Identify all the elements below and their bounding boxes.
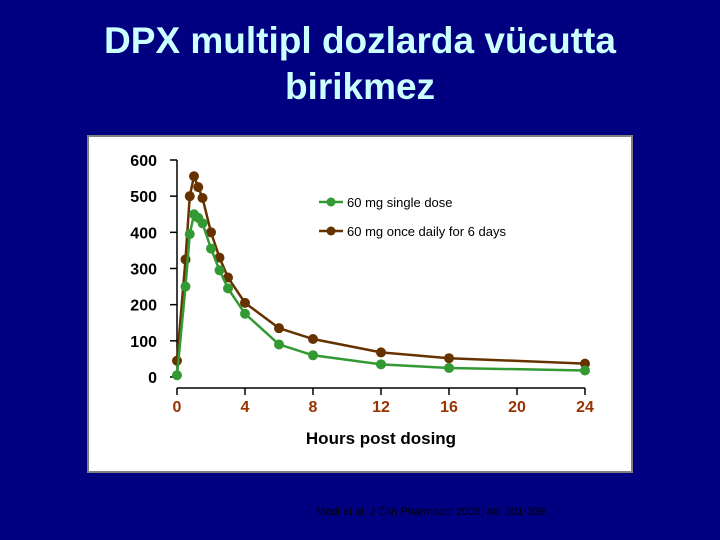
data-point — [580, 358, 590, 369]
data-point — [189, 171, 199, 182]
data-point — [184, 191, 195, 202]
legend-swatch-marker — [326, 226, 336, 236]
x-tick-label: 12 — [372, 399, 390, 416]
legend-swatch-marker — [326, 197, 336, 207]
y-tick-label: 100 — [130, 334, 157, 351]
data-point — [214, 252, 225, 263]
y-tick-label: 400 — [130, 225, 157, 242]
chart-panel — [87, 135, 633, 473]
series-once-daily — [172, 171, 590, 369]
data-point — [376, 347, 386, 358]
data-point — [240, 308, 250, 319]
pk-line-chart: 0 100 200 300 400 500 600 0 4 8 12 16 20 24 60 mg sin… — [130, 153, 594, 448]
legend-label: 60 mg once daily for 6 days — [347, 224, 506, 239]
data-point — [223, 272, 233, 283]
x-tick-label: 20 — [508, 399, 526, 416]
data-point — [444, 362, 454, 373]
data-point — [308, 350, 318, 361]
legend-item: 60 mg once daily for 6 days — [319, 224, 506, 239]
data-point — [274, 339, 284, 350]
legend-label: 60 mg single dose — [347, 195, 453, 210]
data-point — [197, 218, 208, 229]
chart-axes: 0 100 200 300 400 500 600 0 4 8 12 16 20 24 — [130, 153, 594, 416]
data-point — [223, 283, 233, 294]
chart-legend: 60 mg single dose 60 mg once daily for 6 … — [319, 195, 506, 239]
series-single-dose — [172, 209, 590, 381]
data-point — [197, 192, 208, 203]
data-point — [376, 359, 386, 370]
data-point — [193, 182, 204, 193]
data-point — [308, 334, 318, 345]
y-tick-label: 500 — [130, 189, 157, 206]
slide-title-line2: birikmez — [284, 66, 436, 107]
chart-series-layer — [172, 171, 590, 381]
y-tick-label: 300 — [130, 262, 157, 279]
data-point — [206, 243, 216, 254]
data-point — [580, 365, 590, 376]
data-point — [172, 370, 182, 381]
y-tick-label: 600 — [130, 153, 157, 170]
x-tick-label: 0 — [173, 399, 182, 416]
citation: Modi et al. J Clin Pharmacol 2006; 46: 3… — [316, 506, 546, 518]
data-point — [274, 323, 284, 334]
x-tick-label: 4 — [241, 399, 250, 416]
data-point — [184, 229, 195, 240]
data-point — [180, 281, 191, 292]
data-point — [214, 265, 225, 276]
legend-item: 60 mg single dose — [319, 195, 453, 210]
slide-title-line1: DPX multipl dozlarda vücutta — [104, 20, 616, 61]
y-tick-label: 0 — [148, 370, 157, 387]
data-point — [206, 227, 216, 238]
slide-title: DPX multipl dozlarda vücutta birikmez — [0, 18, 720, 110]
x-tick-label: 24 — [576, 399, 594, 416]
y-tick-label: 200 — [130, 298, 157, 315]
x-tick-label: 8 — [309, 399, 318, 416]
data-point — [444, 353, 454, 364]
data-point — [240, 297, 250, 308]
x-tick-label: 16 — [440, 399, 458, 416]
x-axis-label: Hours post dosing — [306, 429, 456, 448]
